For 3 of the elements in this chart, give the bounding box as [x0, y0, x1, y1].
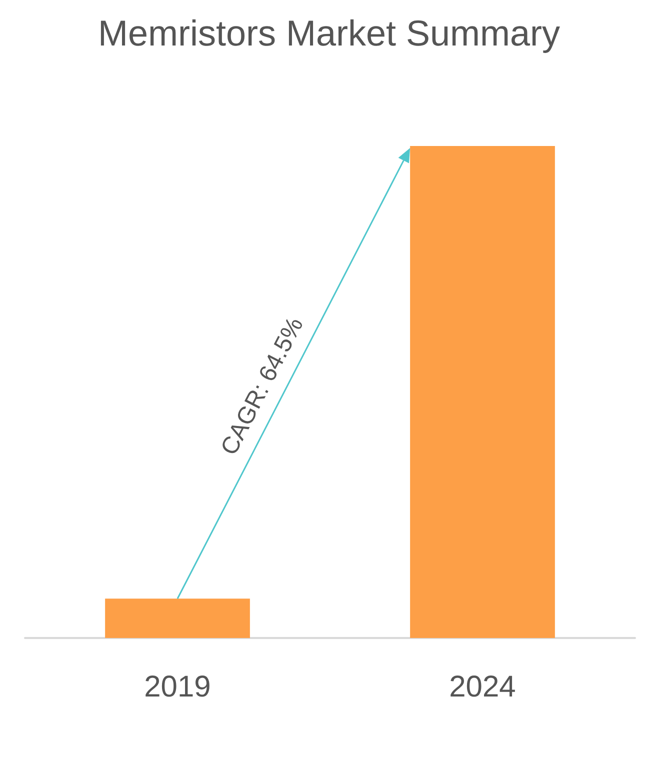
- x-tick-label: 2019: [144, 670, 211, 704]
- chart-title: Memristors Market Summary: [98, 12, 560, 54]
- x-tick-label: 2024: [449, 670, 516, 704]
